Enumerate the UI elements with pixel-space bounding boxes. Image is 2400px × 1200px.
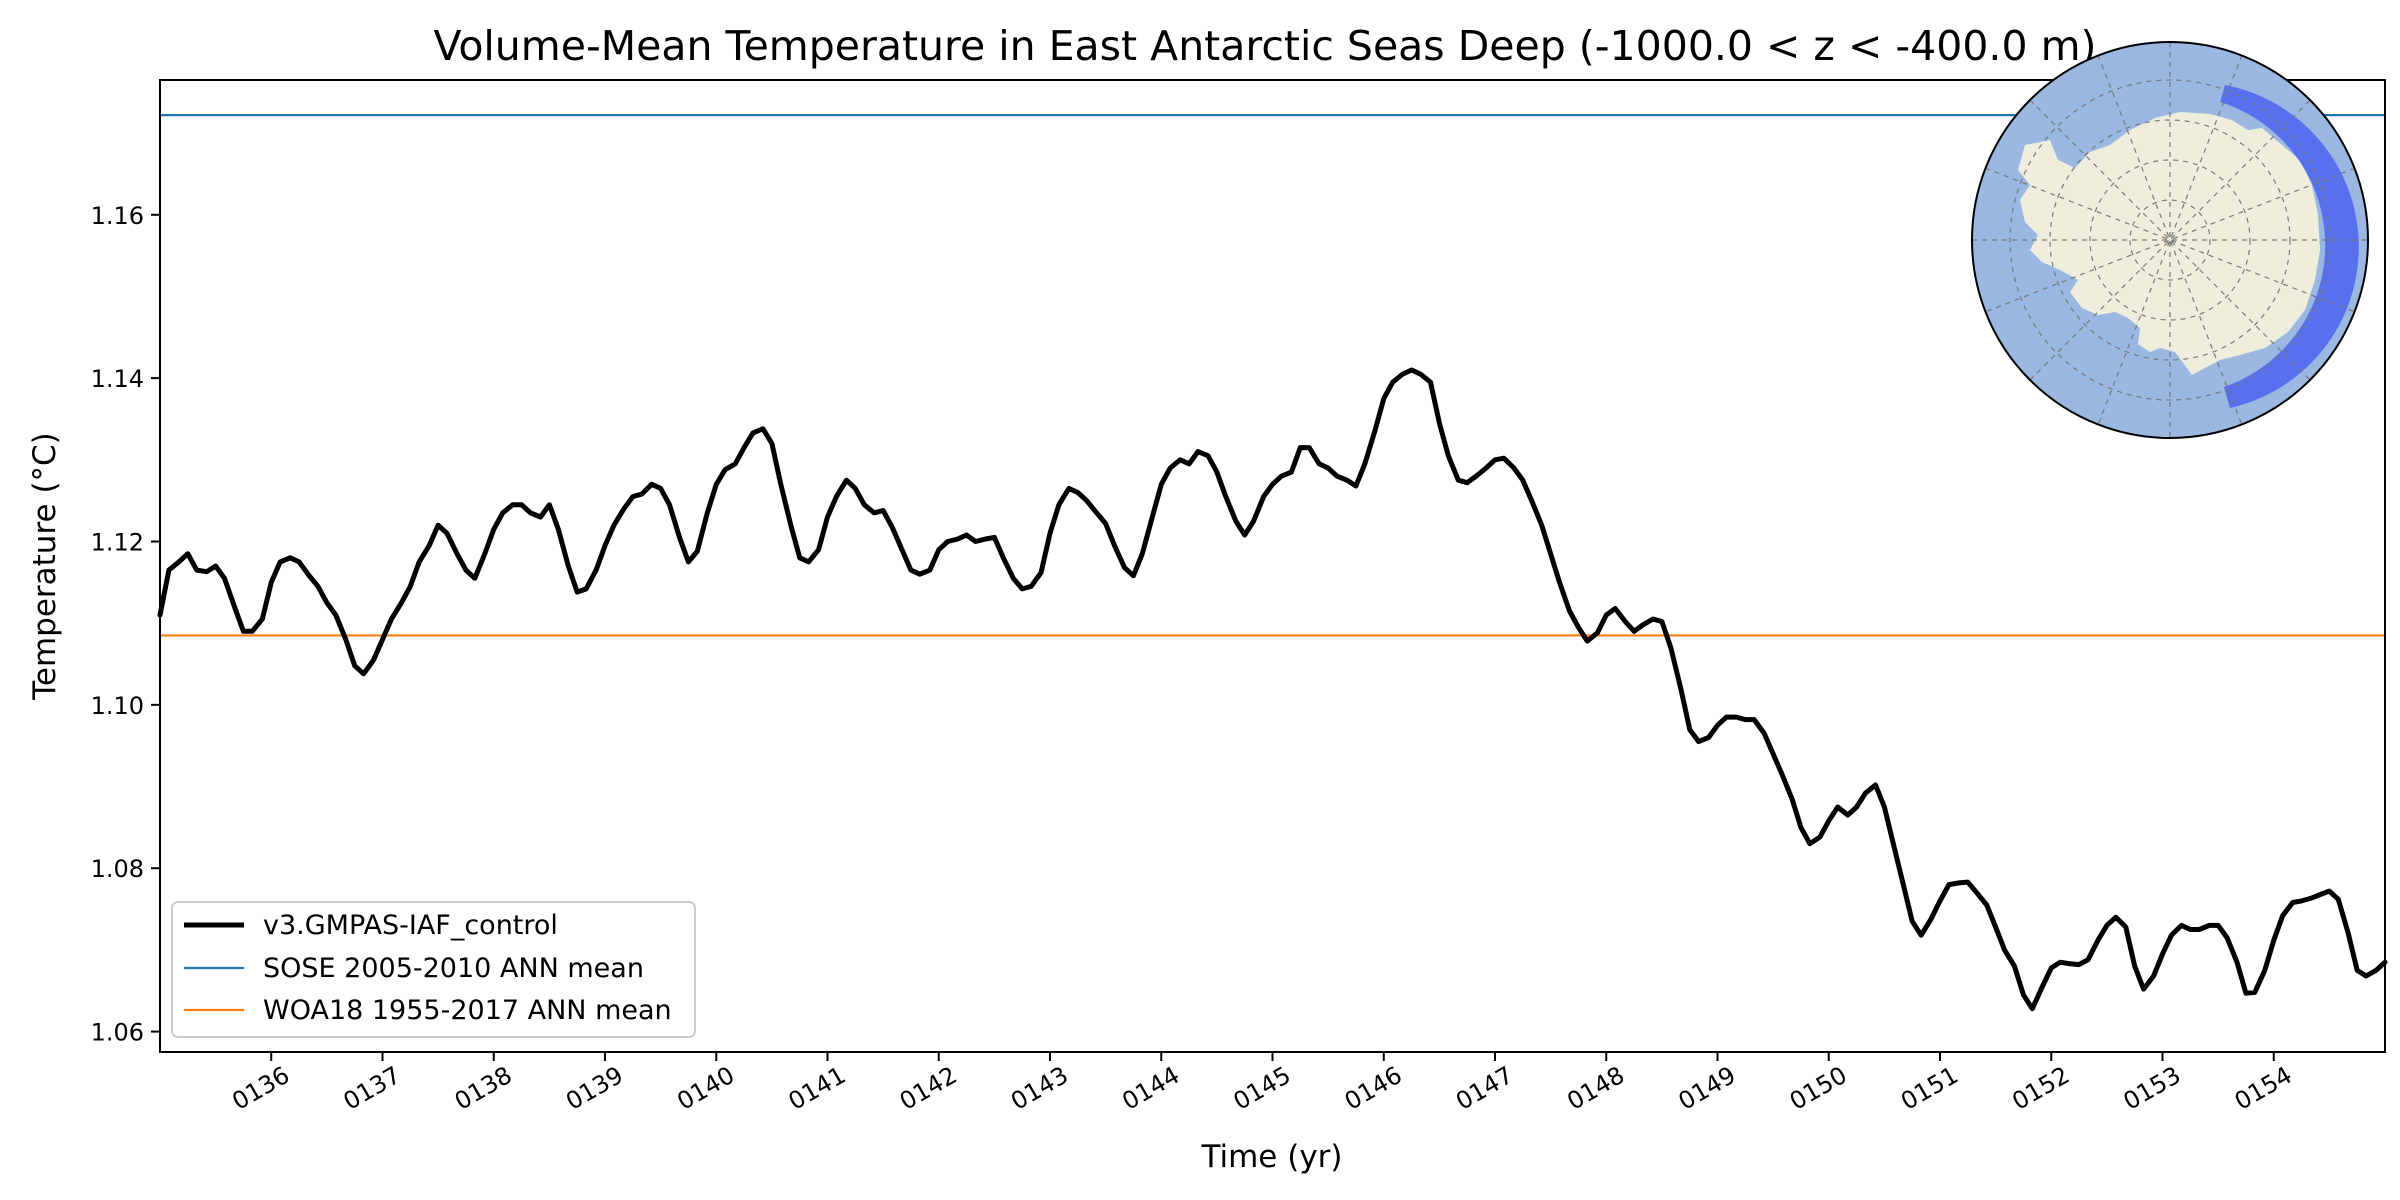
chart-title: Volume-Mean Temperature in East Antarcti… [433,22,2096,70]
x-tick-label: 0140 [672,1061,739,1116]
y-tick-label: 1.12 [91,528,144,556]
legend: v3.GMPAS-IAF_control SOSE 2005-2010 ANN … [171,901,696,1038]
map-highlight-region [2220,85,2359,408]
y-tick-label: 1.08 [91,855,144,883]
x-tick-label: 0147 [1451,1061,1518,1116]
legend-label-woa: WOA18 1955-2017 ANN mean [263,995,672,1026]
series-line-v3-gmpas-iaf-control [157,367,2388,1012]
x-tick-label: 0141 [784,1061,851,1116]
x-tick-label: 0139 [561,1061,628,1116]
x-tick-label: 0153 [2119,1061,2186,1116]
x-tick-label: 0149 [1674,1061,1741,1116]
y-tick-label: 1.14 [91,365,144,393]
y-axis-label: Temperature (°C) [27,432,63,701]
x-tick-label: 0146 [1340,1061,1407,1116]
map-graticule [1972,42,2368,438]
x-tick-label: 0137 [339,1061,406,1116]
y-axis: 1.06 1.08 1.10 1.12 1.14 1.16 [91,202,160,1047]
x-tick-label: 0154 [2230,1061,2297,1116]
x-tick-label: 0148 [1562,1061,1629,1116]
x-tick-label: 0152 [2007,1061,2074,1116]
x-tick-label: 0150 [1785,1061,1852,1116]
x-tick-label: 0144 [1117,1061,1184,1116]
y-tick-label: 1.10 [91,692,144,720]
legend-label-series: v3.GMPAS-IAF_control [263,910,558,941]
y-tick-label: 1.06 [91,1019,144,1047]
legend-label-sose: SOSE 2005-2010 ANN mean [263,953,644,984]
legend-box [171,901,696,1038]
y-tick-label: 1.16 [91,202,144,230]
x-axis: 0136 0137 0138 0139 0140 0141 0142 0143 0144 0145… [227,1052,2297,1116]
x-tick-label: 0136 [227,1061,294,1116]
x-tick-label: 0142 [895,1061,962,1116]
x-tick-label: 0143 [1006,1061,1073,1116]
x-tick-label: 0145 [1229,1061,1296,1116]
x-tick-label: 0138 [450,1061,517,1116]
map-outline [1971,41,2369,439]
x-tick-label: 0151 [1896,1061,1963,1116]
antarctica-polar-map-icon [1971,41,2369,439]
x-axis-label: Time (yr) [1201,1139,1343,1175]
